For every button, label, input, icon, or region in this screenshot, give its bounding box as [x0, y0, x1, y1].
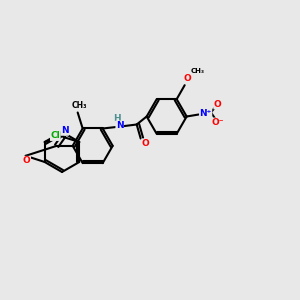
Text: N: N	[116, 121, 124, 130]
Text: N: N	[61, 126, 68, 135]
Text: O: O	[142, 139, 150, 148]
Text: N⁺: N⁺	[200, 109, 212, 118]
Text: H: H	[113, 114, 121, 123]
Text: CH₃: CH₃	[191, 68, 205, 74]
Text: CH₃: CH₃	[72, 101, 87, 110]
Text: Cl: Cl	[50, 131, 60, 140]
Text: O: O	[184, 74, 192, 83]
Text: O: O	[214, 100, 222, 109]
Text: O: O	[23, 156, 31, 165]
Text: O⁻: O⁻	[212, 118, 224, 127]
